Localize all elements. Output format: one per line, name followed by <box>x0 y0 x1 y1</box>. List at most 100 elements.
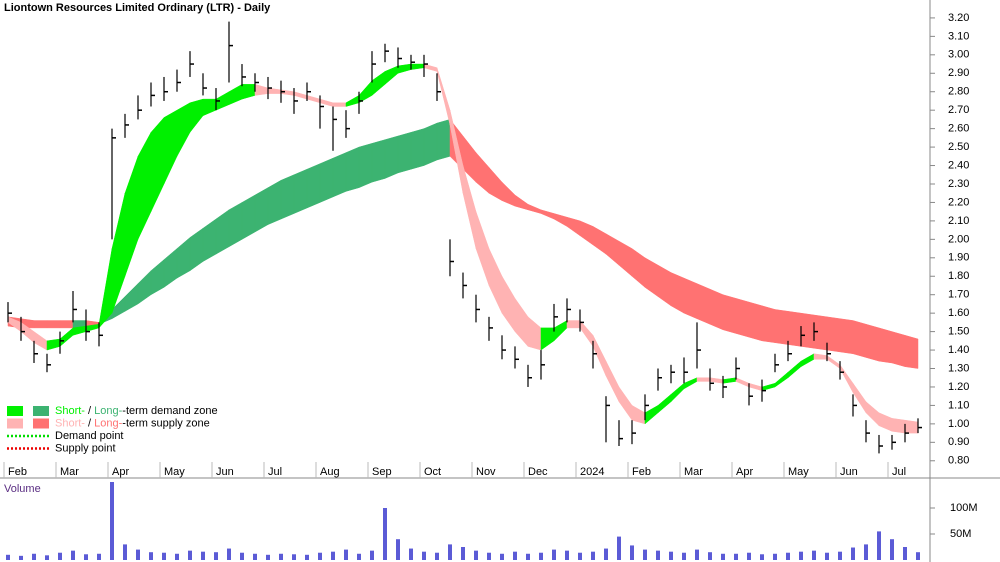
volume-bar <box>253 553 257 560</box>
volume-label: Volume <box>4 483 41 495</box>
zone-segment <box>696 377 711 382</box>
zone-segment <box>800 312 815 349</box>
volume-bar <box>630 545 634 560</box>
x-tick-label: Feb <box>632 466 651 478</box>
y-tick-label: 1.20 <box>948 381 969 393</box>
volume-bar <box>474 550 478 560</box>
volume-bar <box>799 551 803 560</box>
x-tick-label: Oct <box>424 466 441 478</box>
x-tick-label: Aug <box>320 466 340 478</box>
volume-bar <box>643 549 647 560</box>
zone-segment <box>878 327 893 364</box>
volume-bar <box>682 552 686 560</box>
volume-bar <box>214 552 218 560</box>
volume-bar <box>461 547 465 560</box>
volume-bar <box>32 553 36 560</box>
zone-segment <box>904 419 919 434</box>
y-tick-label: 1.80 <box>948 270 969 282</box>
zone-segment <box>891 418 906 434</box>
volume-bar <box>175 553 179 560</box>
y-tick-label: 3.00 <box>948 49 969 61</box>
zone-segment <box>670 272 685 314</box>
legend-label: Short- / Long--term demand zone <box>55 405 218 417</box>
volume-bar <box>292 554 296 560</box>
zone-segment <box>709 288 724 331</box>
zone-segment <box>46 320 61 329</box>
zone-segment <box>735 298 750 338</box>
zone-segment <box>774 309 789 345</box>
y-tick-label: 2.70 <box>948 104 969 116</box>
x-tick-label: Jun <box>216 466 234 478</box>
volume-bar <box>227 548 231 560</box>
volume-bar <box>864 544 868 560</box>
volume-bar <box>903 547 907 560</box>
volume-bar <box>422 551 426 560</box>
zone-segment <box>293 168 308 214</box>
volume-bar <box>734 553 738 560</box>
zone-segment <box>397 131 412 174</box>
zone-segment <box>332 152 347 198</box>
zone-segment <box>319 157 334 203</box>
volume-bar <box>201 551 205 560</box>
volume-bar <box>500 553 504 560</box>
y-tick-label: 2.80 <box>948 86 969 98</box>
x-tick-label: Dec <box>528 466 548 478</box>
zone-segment <box>423 122 438 166</box>
volume-bar <box>604 548 608 560</box>
zone-segment <box>761 305 776 343</box>
volume-bar <box>97 553 101 560</box>
volume-bar <box>45 555 49 560</box>
volume-bar <box>383 508 387 560</box>
x-tick-label: Nov <box>476 466 496 478</box>
zone-segment <box>566 320 581 329</box>
legend-text-part: -term supply zone <box>122 417 209 429</box>
volume-bar <box>6 554 10 560</box>
y-tick-label: 1.60 <box>948 307 969 319</box>
zone-segment <box>371 139 386 183</box>
x-tick-label: Apr <box>112 466 129 478</box>
x-tick-label: Sep <box>372 466 392 478</box>
x-tick-label: Apr <box>736 466 753 478</box>
y-tick-label: 0.80 <box>948 455 969 467</box>
volume-bar <box>591 551 595 560</box>
volume-bar <box>279 553 283 560</box>
legend-swatch <box>7 406 23 416</box>
y-tick-label: 2.20 <box>948 196 969 208</box>
volume-bar <box>708 552 712 560</box>
volume-bar <box>669 551 673 560</box>
y-tick-label: 1.50 <box>948 326 969 338</box>
x-tick-label: Mar <box>60 466 79 478</box>
zone-segment <box>384 135 399 179</box>
zone-segment <box>852 320 867 358</box>
zone-segment <box>787 311 802 347</box>
volume-bar <box>513 551 517 560</box>
y-tick-label: 3.20 <box>948 12 969 24</box>
legend-text-part: / <box>85 405 94 417</box>
volume-bar <box>318 552 322 560</box>
volume-bar <box>487 552 491 560</box>
volume-bar <box>916 552 920 560</box>
y-tick-label: 1.90 <box>948 252 969 264</box>
y-tick-label: 2.50 <box>948 141 969 153</box>
legend-label: Short- / Long--term supply zone <box>55 417 210 429</box>
legend-text-part: Short- <box>55 417 85 429</box>
volume-bar <box>149 552 153 560</box>
zone-segment <box>891 331 906 367</box>
volume-bar <box>825 552 829 560</box>
volume-bar <box>877 531 881 560</box>
volume-bar <box>890 539 894 560</box>
legend-swatch <box>7 418 23 429</box>
volume-bar <box>136 549 140 560</box>
volume-bar <box>396 539 400 560</box>
zone-segment <box>228 202 243 248</box>
y-tick-label: 100M <box>950 502 978 514</box>
volume-bar <box>578 552 582 560</box>
zone-segment <box>436 119 451 161</box>
zone-segment <box>33 320 48 329</box>
volume-bar <box>344 549 348 560</box>
volume-bar <box>448 544 452 560</box>
zone-segment <box>358 143 373 189</box>
volume-bar <box>539 552 543 560</box>
zone-segment <box>306 163 321 209</box>
zone-segment <box>839 318 854 355</box>
